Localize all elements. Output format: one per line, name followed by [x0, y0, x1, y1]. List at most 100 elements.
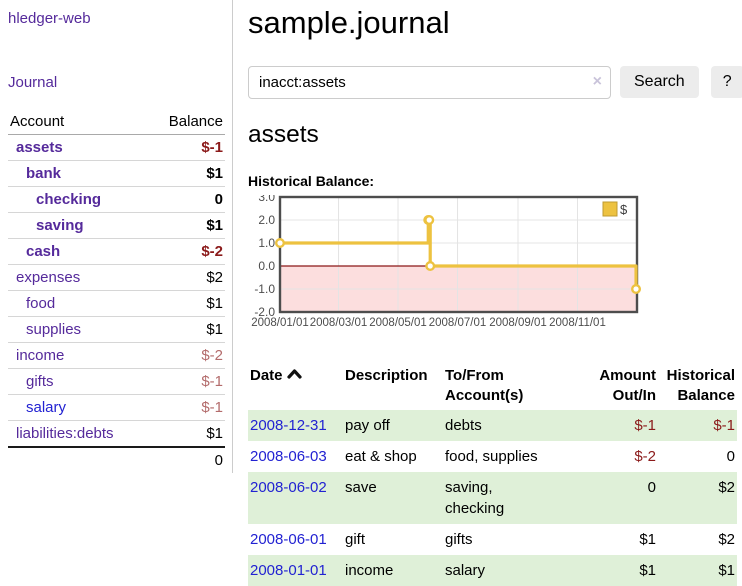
account-balance: $-1	[201, 139, 223, 156]
account-link[interactable]: checking	[36, 191, 102, 208]
svg-text:2.0: 2.0	[258, 213, 275, 227]
account-link[interactable]: income	[16, 347, 65, 364]
journal-link[interactable]: Journal	[8, 74, 58, 91]
register-date-link[interactable]: 2008-06-02	[250, 478, 327, 496]
account-balance: $-1	[148, 368, 225, 395]
app-title-link[interactable]: hledger-web	[8, 10, 91, 27]
account-balance: $-2	[148, 342, 225, 369]
svg-text:0.0: 0.0	[258, 259, 275, 273]
account-link[interactable]: bank	[26, 165, 62, 182]
search-form: × Search ?	[248, 65, 742, 99]
account-link[interactable]: supplies	[26, 321, 82, 338]
account-row: assets $-1	[8, 135, 225, 161]
main-content: sample.journal × Search ? assets Histori…	[233, 0, 742, 586]
register-balance: 0	[726, 447, 735, 465]
account-link[interactable]: expenses	[16, 269, 81, 286]
header-line1: Amount	[599, 367, 656, 385]
header-line2: Account(s)	[445, 387, 524, 405]
svg-text:2008/01/01: 2008/01/01	[251, 317, 309, 329]
register-table-body: 2008-12-31 pay off debts $-1 $-1 2008-06-03 ea…	[248, 409, 737, 586]
account-row: saving $1	[8, 212, 225, 239]
account-balance: $1	[148, 290, 225, 317]
chart-title: Historical Balance:	[248, 173, 375, 190]
register-accounts: gifts	[445, 530, 473, 548]
register-balance: $2	[718, 478, 735, 496]
register-row: 2008-06-01 gift gifts $1 $2	[248, 524, 737, 555]
account-balance: 0	[148, 186, 225, 213]
register-date-link[interactable]: 2008-06-03	[250, 447, 327, 465]
register-description: pay off	[345, 416, 390, 434]
account-row: cash $-2	[8, 238, 225, 265]
header-line1: Date	[250, 367, 283, 385]
search-input-wrap: ×	[248, 65, 611, 99]
account-heading: assets	[248, 120, 319, 148]
register-amount: $-1	[634, 416, 656, 434]
register-header-date[interactable]: Date	[248, 364, 345, 410]
register-date-link[interactable]: 2008-01-01	[250, 561, 327, 579]
register-accounts: food, supplies	[445, 447, 538, 465]
register-date-cell: 2008-12-31	[248, 410, 345, 441]
account-balance: $1	[148, 160, 225, 187]
account-link[interactable]: gifts	[26, 373, 54, 390]
account-total-row: 0	[8, 446, 225, 473]
search-button[interactable]: Search	[620, 66, 699, 99]
account-name-cell: supplies	[8, 316, 149, 343]
register-description: income	[345, 561, 394, 579]
register-header-tofrom: To/From Account(s)	[445, 364, 578, 410]
register-accounts: salary	[445, 561, 486, 579]
svg-text:3.0: 3.0	[258, 195, 275, 204]
account-table: Account Balance assets $-1 bank $1 checking 0…	[8, 110, 225, 473]
svg-text:1.0: 1.0	[258, 236, 275, 250]
account-link[interactable]: salary	[26, 399, 67, 416]
register-row: 2008-01-01 income salary $1 $1	[248, 554, 737, 586]
register-date-cell: 2008-01-01	[248, 555, 345, 586]
register-date-link[interactable]: 2008-06-01	[250, 530, 327, 548]
account-row: bank $1	[8, 160, 225, 187]
svg-text:2008/11/01: 2008/11/01	[549, 317, 606, 329]
account-name-cell: gifts	[8, 368, 149, 395]
register-description: gift	[345, 530, 366, 548]
account-name-cell: food	[8, 290, 149, 317]
help-button[interactable]: ?	[710, 66, 742, 99]
account-column-header: Account	[8, 110, 149, 135]
account-link[interactable]: cash	[26, 243, 61, 260]
account-link[interactable]: saving	[36, 217, 84, 234]
account-link[interactable]: liabilities:debts	[16, 425, 114, 442]
account-row: expenses $2	[8, 264, 225, 291]
header-line2: Out/In	[612, 387, 656, 405]
account-name-cell: income	[8, 342, 149, 369]
account-name-cell: expenses	[8, 264, 149, 291]
account-link[interactable]: assets	[16, 139, 63, 156]
account-table-body: assets $-1 bank $1 checking 0 saving $1 cash $-2 e…	[8, 135, 225, 447]
account-link[interactable]: food	[26, 295, 56, 312]
account-name-cell: bank	[8, 160, 149, 187]
svg-text:2008/09/01: 2008/09/01	[489, 317, 547, 329]
svg-text:$: $	[620, 202, 628, 217]
register-date-link[interactable]: 2008-12-31	[250, 416, 327, 434]
search-input[interactable]	[248, 65, 611, 99]
register-balance: $1	[718, 561, 735, 579]
header-line1: Description	[345, 367, 428, 385]
account-total-value: 0	[148, 446, 225, 473]
svg-text:-2.0: -2.0	[254, 305, 275, 319]
account-balance: $-1	[148, 394, 225, 421]
clear-search-icon[interactable]: ×	[592, 72, 602, 90]
header-line2: Balance	[677, 387, 735, 405]
register-header-description: Description	[345, 364, 445, 410]
svg-text:-1.0: -1.0	[254, 282, 275, 296]
register-date-cell: 2008-06-03	[248, 441, 345, 472]
account-name-cell: salary	[8, 394, 149, 421]
account-row: checking 0	[8, 186, 225, 213]
register-row: 2008-06-03 eat & shop food, supplies $-2 0	[248, 441, 737, 472]
account-row: gifts $-1	[8, 368, 225, 395]
register-amount: $-2	[634, 447, 656, 465]
account-balance: $2	[148, 264, 225, 291]
account-row: salary $-1	[8, 394, 225, 421]
header-line1: Historical	[666, 367, 735, 385]
register-amount: $1	[639, 561, 656, 579]
account-total-spacer	[8, 446, 149, 473]
sort-ascending-icon	[286, 369, 302, 379]
account-balance: $1	[148, 420, 225, 447]
register-row: 2008-12-31 pay off debts $-1 $-1	[248, 409, 737, 441]
